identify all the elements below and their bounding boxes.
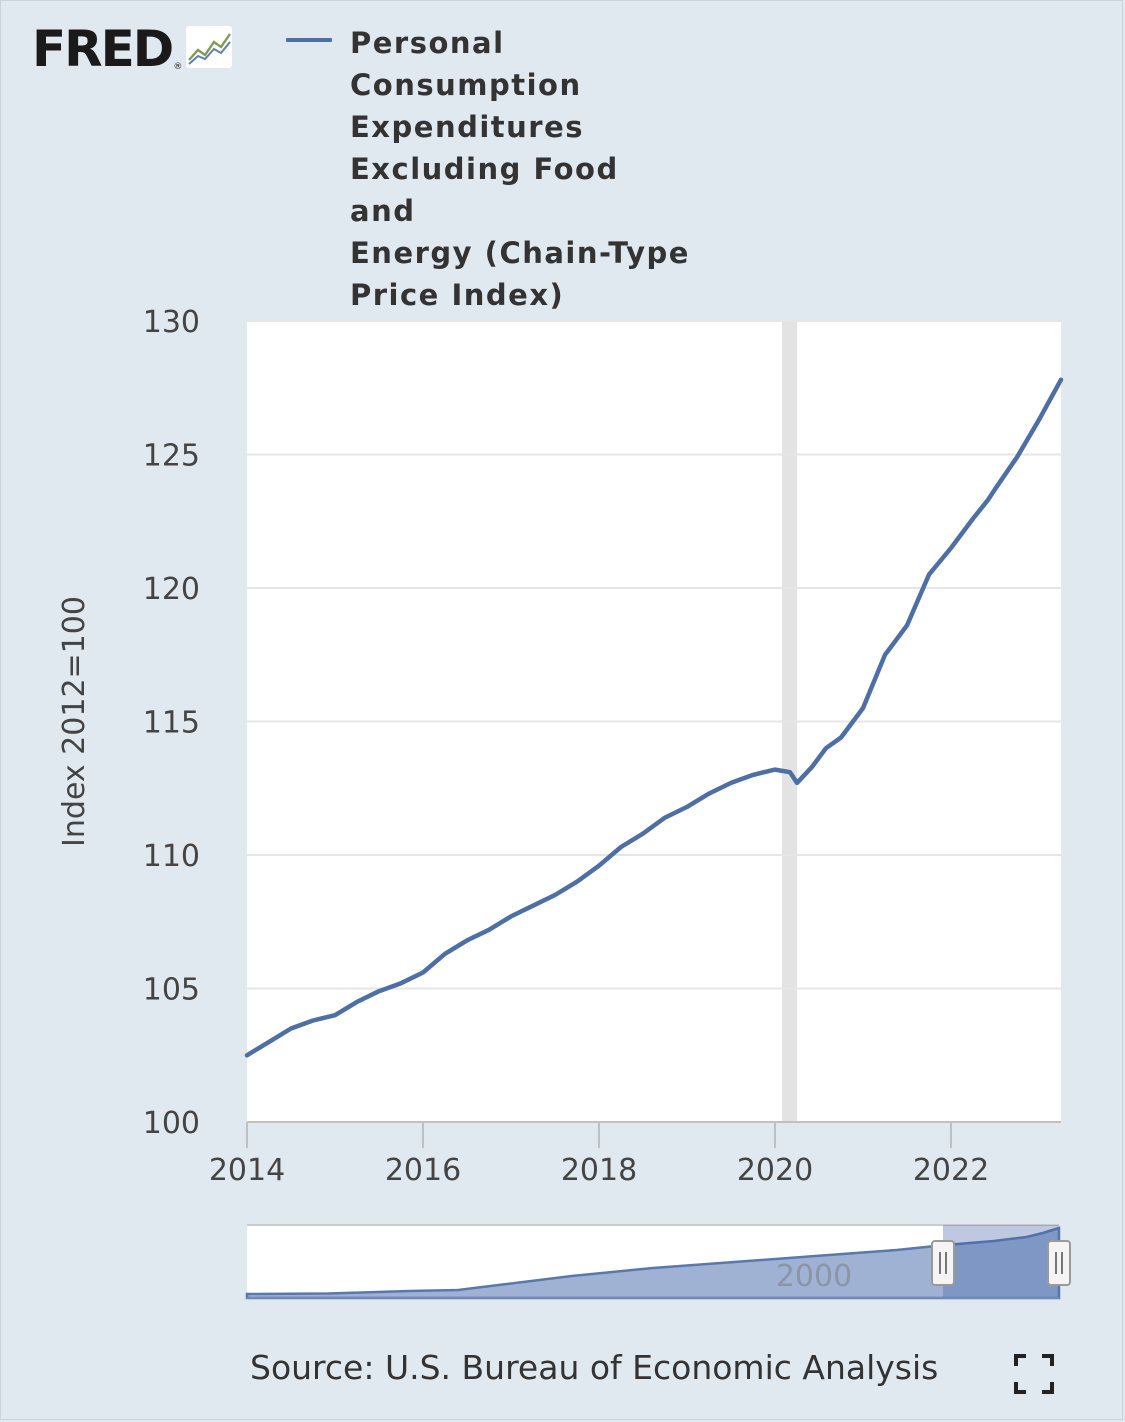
- y-tick-label: 115: [143, 706, 200, 741]
- x-tick-label: 2014: [209, 1153, 285, 1188]
- y-axis-label: Index 2012=100: [57, 596, 92, 847]
- source-text: Source: U.S. Bureau of Economic Analysis: [250, 1348, 939, 1387]
- fred-logo[interactable]: FRED ®: [32, 20, 233, 78]
- y-tick-label: 130: [143, 305, 200, 340]
- navigator-area: [245, 1226, 1061, 1300]
- legend-swatch: [286, 38, 332, 42]
- navigator-year-label: 2000: [776, 1259, 852, 1294]
- x-tick-label: 2020: [737, 1153, 813, 1188]
- y-tick-label: 120: [143, 572, 200, 607]
- navigator-handle-right[interactable]: [1047, 1240, 1071, 1286]
- navigator-handle-left[interactable]: [931, 1240, 955, 1286]
- fullscreen-icon[interactable]: [1014, 1354, 1054, 1394]
- registered-mark: ®: [173, 62, 183, 72]
- y-tick-label: 110: [143, 839, 200, 874]
- y-tick-label: 105: [143, 973, 200, 1008]
- legend-label: Personal Consumption Expenditures Exclud…: [350, 26, 690, 312]
- handle-body: [1047, 1240, 1071, 1286]
- handle-body: [931, 1240, 955, 1286]
- navigator-selection: [943, 1225, 1059, 1298]
- legend[interactable]: Personal Consumption Expenditures Exclud…: [286, 22, 690, 316]
- x-tick-label: 2018: [561, 1153, 637, 1188]
- y-tick-label: 100: [143, 1106, 200, 1141]
- series-line: [244, 377, 1064, 1058]
- y-tick-label: 125: [143, 439, 200, 474]
- x-tick-label: 2022: [913, 1153, 989, 1188]
- logo-text: FRED: [32, 20, 174, 78]
- fred-chart-icon: [186, 26, 233, 68]
- chart-svg[interactable]: 100 105 110 115 120 125 130 2014 2016 2018 2020 202…: [0, 0, 1125, 1340]
- x-tick-label: 2016: [385, 1153, 461, 1188]
